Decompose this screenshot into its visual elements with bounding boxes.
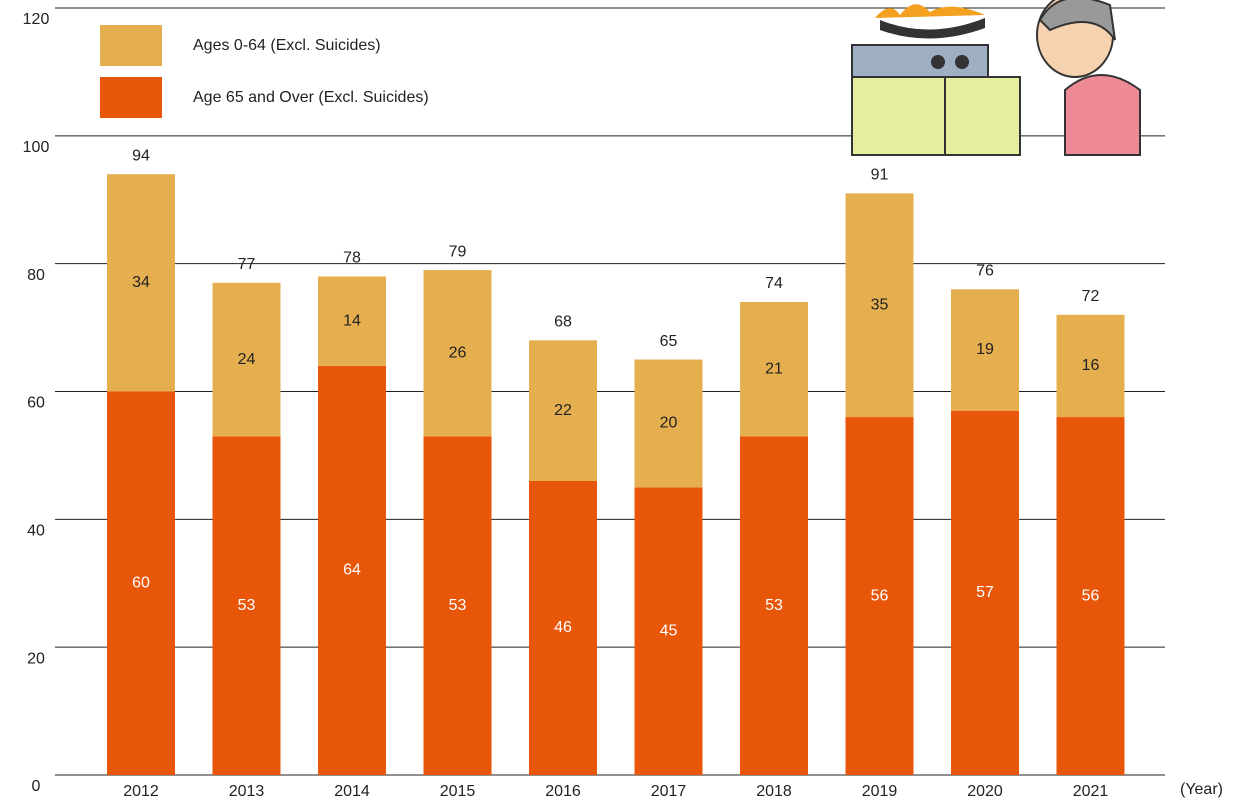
woman-hair [1038, 0, 1116, 41]
bar-segment [423, 436, 492, 775]
value-label: 53 [449, 597, 467, 614]
bar-segment [634, 487, 703, 775]
x-tick-label: 2018 [756, 783, 792, 800]
bar-segment [107, 174, 175, 392]
bar-segment [951, 289, 1019, 411]
value-label: 35 [871, 296, 889, 313]
illustration [851, 0, 1141, 156]
bar-segment [212, 282, 281, 437]
legend-label: Ages 0-64 (Excl. Suicides) [193, 37, 381, 54]
value-label: 34 [132, 274, 150, 291]
value-label: 21 [765, 360, 783, 377]
x-tick-label: 2014 [334, 783, 370, 800]
bar-segment [529, 480, 597, 775]
x-tick-label: 2019 [862, 783, 898, 800]
y-tick-label: 80 [27, 267, 45, 284]
x-tick-label: 2013 [229, 783, 265, 800]
y-tick-label: 120 [23, 11, 50, 28]
value-label: 60 [132, 574, 150, 591]
x-tick-label: 2012 [123, 783, 159, 800]
bar-segment [107, 391, 175, 775]
total-label: 68 [554, 314, 572, 331]
total-label: 78 [343, 250, 361, 267]
total-label: 76 [976, 262, 994, 279]
bar-segment [318, 276, 386, 366]
x-tick-label: 2021 [1073, 783, 1109, 800]
bar-segment [740, 436, 808, 775]
total-label: 91 [871, 167, 889, 184]
value-label: 14 [343, 312, 361, 329]
knob [931, 55, 945, 69]
bar-segment [1056, 417, 1125, 775]
y-tick-label: 100 [23, 139, 50, 156]
value-label: 56 [871, 587, 889, 604]
value-label: 20 [660, 415, 678, 432]
bar-segment [212, 436, 281, 775]
total-label: 79 [449, 243, 467, 260]
total-label: 74 [765, 275, 783, 292]
wok [880, 18, 985, 39]
total-label: 72 [1082, 288, 1100, 305]
bar-segment [318, 365, 386, 775]
value-label: 24 [238, 351, 256, 368]
value-label: 53 [765, 597, 783, 614]
value-label: 57 [976, 584, 994, 601]
y-tick-label: 0 [32, 778, 41, 795]
y-tick-label: 60 [27, 395, 45, 412]
value-label: 45 [660, 622, 678, 639]
legend-swatch [100, 25, 162, 66]
flame [875, 4, 985, 18]
value-label: 64 [343, 562, 361, 579]
value-label: 46 [554, 619, 572, 636]
bar-segment [529, 340, 597, 481]
x-axis-label: (Year) [1180, 781, 1223, 798]
value-label: 22 [554, 402, 572, 419]
bar-segment [845, 193, 914, 418]
bar-segment [423, 270, 492, 437]
value-label: 16 [1082, 357, 1100, 374]
knob [955, 55, 969, 69]
y-tick-label: 40 [27, 523, 45, 540]
bar-segment [1056, 314, 1125, 418]
x-tick-label: 2016 [545, 783, 581, 800]
bar-segment [740, 302, 808, 437]
x-tick-label: 2017 [651, 783, 687, 800]
total-label: 77 [238, 256, 256, 273]
bar-segment [951, 410, 1019, 775]
bar-segment [845, 417, 914, 775]
legend-label: Age 65 and Over (Excl. Suicides) [193, 89, 429, 106]
total-label: 65 [660, 333, 678, 350]
value-label: 26 [449, 344, 467, 361]
value-label: 53 [238, 597, 256, 614]
value-label: 19 [976, 341, 994, 358]
woman-body [1064, 74, 1141, 156]
bar-segment [634, 359, 703, 488]
x-tick-label: 2015 [440, 783, 476, 800]
x-tick-label: 2020 [967, 783, 1003, 800]
total-label: 94 [132, 147, 150, 164]
value-label: 56 [1082, 587, 1100, 604]
legend-swatch [100, 77, 162, 118]
cabinet [851, 76, 1021, 156]
y-tick-label: 20 [27, 650, 45, 667]
